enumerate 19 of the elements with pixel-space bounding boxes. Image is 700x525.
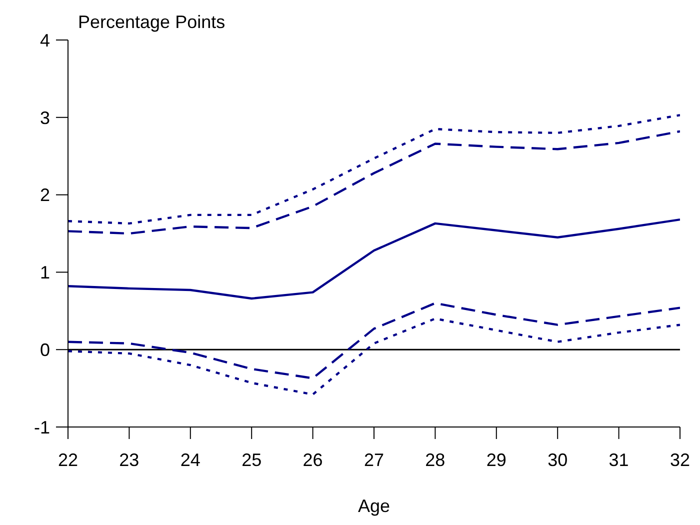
y-tick-label: 2: [40, 185, 50, 206]
x-tick-label: 31: [608, 450, 629, 470]
y-tick-label: 1: [40, 262, 50, 283]
x-tick-label: 29: [486, 450, 506, 470]
x-tick-label: 27: [364, 450, 384, 470]
y-tick-label: 0: [40, 340, 50, 360]
x-tick-label: 24: [180, 450, 200, 470]
x-tick-label: 22: [58, 450, 78, 470]
y-tick-label: -1: [34, 417, 50, 438]
x-tick-label: 32: [670, 450, 690, 470]
y-axis-title: Percentage Points: [78, 12, 226, 33]
x-tick-label: 28: [425, 450, 446, 470]
x-tick-label: 26: [302, 450, 323, 470]
y-tick-label: 3: [40, 108, 50, 128]
x-tick-label: 23: [119, 450, 140, 470]
y-tick-label: 4: [40, 30, 50, 50]
x-axis-title: Age: [358, 496, 390, 516]
x-tick-label: 25: [242, 450, 262, 470]
x-tick-label: 30: [548, 450, 568, 470]
